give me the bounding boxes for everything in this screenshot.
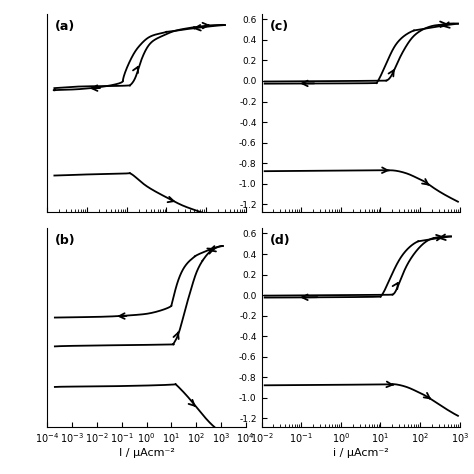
X-axis label: i / μAcm⁻²: i / μAcm⁻² — [333, 448, 389, 458]
X-axis label: I / μAcm⁻²: I / μAcm⁻² — [118, 448, 174, 458]
Text: (d): (d) — [269, 234, 290, 247]
Text: (b): (b) — [55, 234, 76, 247]
Text: (a): (a) — [55, 20, 75, 33]
Text: (c): (c) — [269, 20, 289, 33]
